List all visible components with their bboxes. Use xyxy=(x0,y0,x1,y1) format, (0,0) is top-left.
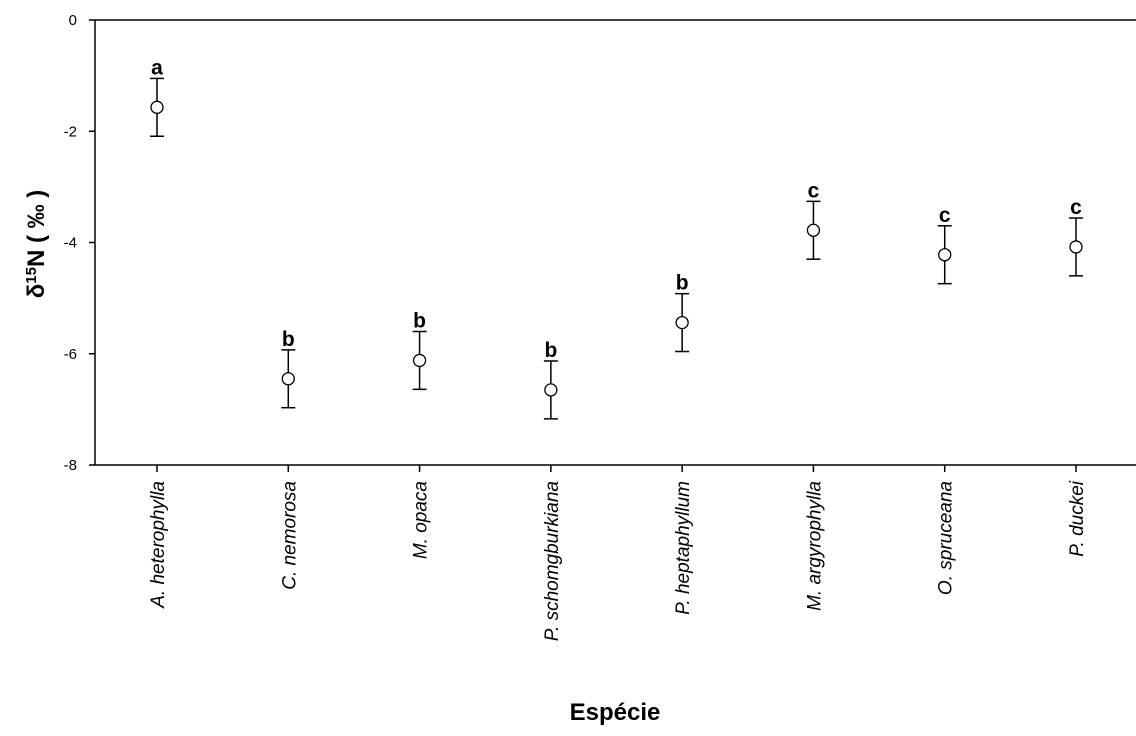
x-tick-label: M. opaca xyxy=(411,481,432,559)
x-tick-label: P. schomgburkiana xyxy=(542,481,563,641)
y-axis-title-suffix: N ( ‰ ) xyxy=(23,190,50,267)
data-point xyxy=(1069,240,1083,254)
significance-label: c xyxy=(808,179,820,202)
y-axis-title-prefix: δ xyxy=(23,284,50,299)
data-point xyxy=(412,353,427,368)
x-axis-title: Espécie xyxy=(570,699,661,726)
y-axis-title-superscript: 15 xyxy=(23,267,40,284)
data-point xyxy=(281,372,295,386)
data-point xyxy=(938,248,952,262)
significance-label: b xyxy=(544,339,557,362)
x-tick-label: C. nemorosa xyxy=(279,481,300,590)
x-tick-label: P. heptaphyllum xyxy=(673,481,694,615)
y-axis-title: δ15N ( ‰ ) xyxy=(23,190,51,299)
y-tick-label: -2 xyxy=(64,123,77,140)
data-point xyxy=(806,223,821,237)
significance-label: c xyxy=(1070,196,1082,219)
y-tick-label: 0 xyxy=(69,12,77,29)
x-tick-label: A. heterophylla xyxy=(148,481,169,609)
x-tick-label: M. argyrophylla xyxy=(804,481,825,611)
data-point xyxy=(150,100,164,114)
y-tick-label: -6 xyxy=(64,346,77,363)
data-point xyxy=(544,383,558,397)
significance-label: b xyxy=(282,328,295,351)
significance-label: a xyxy=(151,56,163,79)
y-tick-label: -4 xyxy=(64,235,77,252)
significance-label: c xyxy=(939,204,951,227)
significance-label: b xyxy=(413,310,426,333)
data-point xyxy=(675,315,689,330)
x-tick-label: O. spruceana xyxy=(936,481,957,595)
plot-area: 0 -2 -4 -6 -8 A. heterophylla C. nemorosa M. op… xyxy=(64,12,1136,641)
x-tick-label: P. duckei xyxy=(1067,480,1088,556)
y-tick-label: -8 xyxy=(64,457,77,474)
significance-label: b xyxy=(676,272,689,295)
